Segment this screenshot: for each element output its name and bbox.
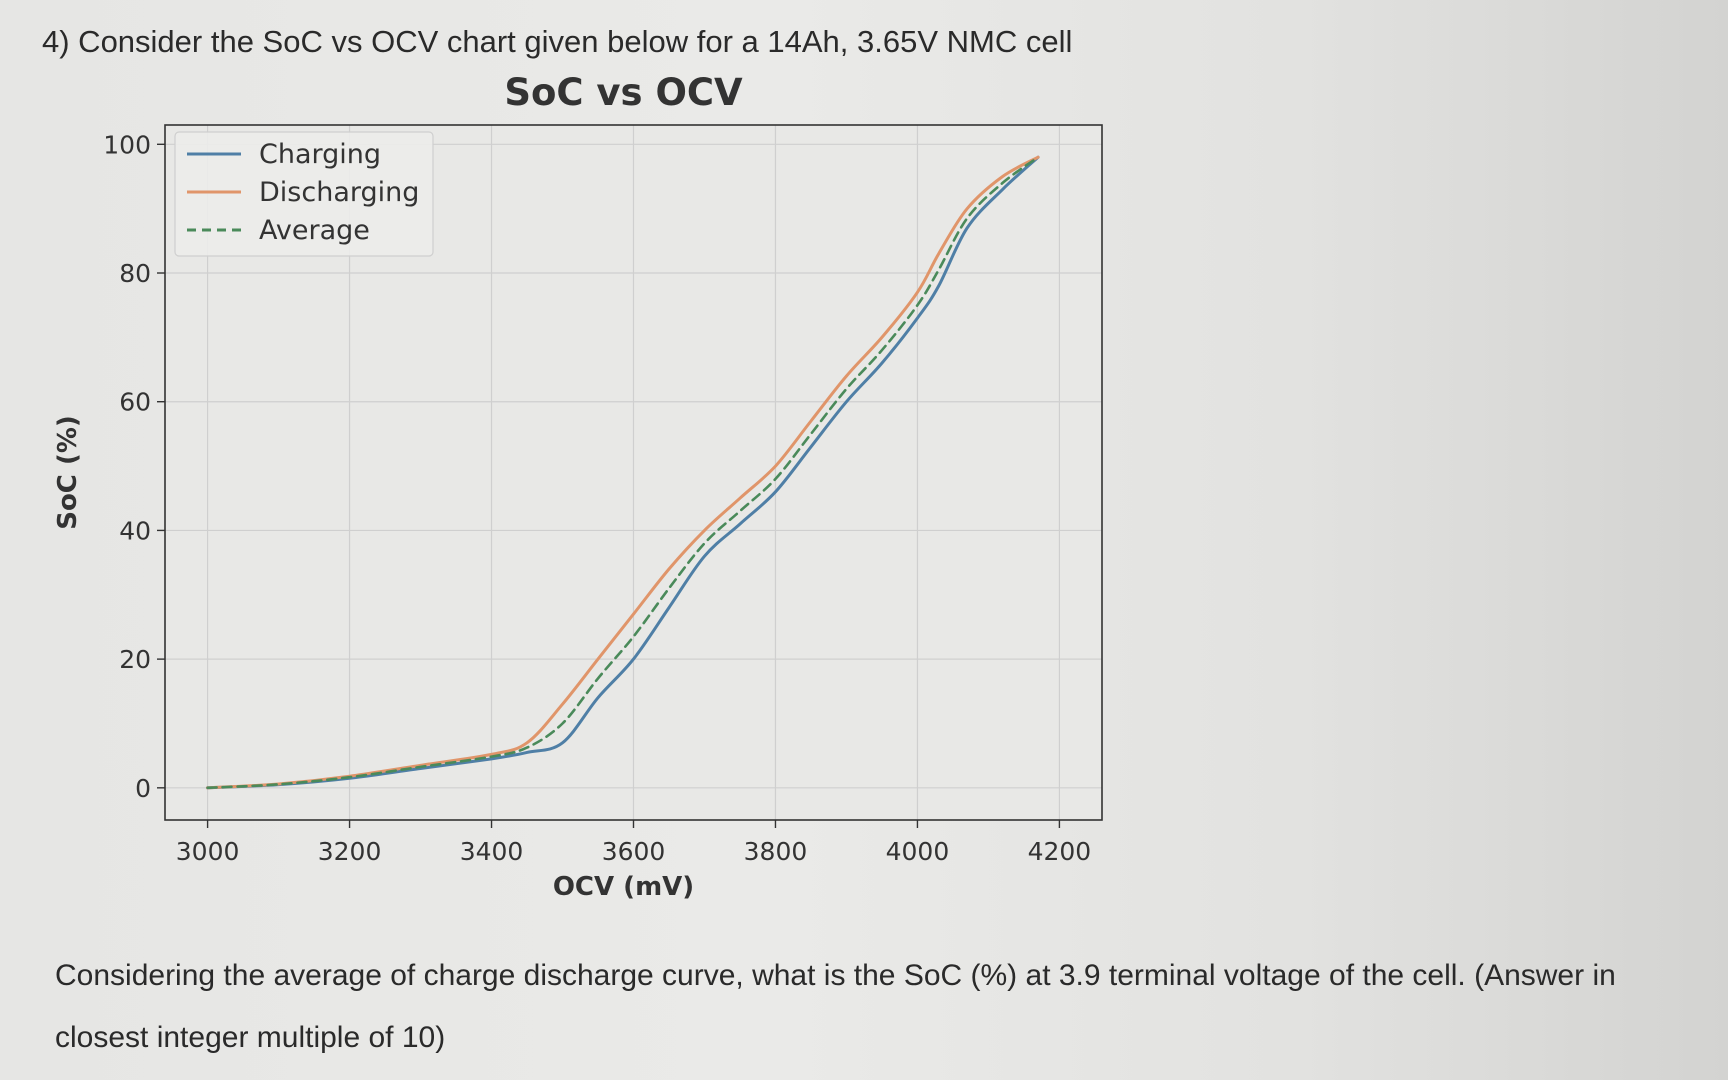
y-tick-label: 60	[119, 388, 151, 417]
x-tick-label: 3800	[744, 837, 808, 866]
y-tick-label: 40	[119, 516, 151, 545]
legend-label-charging: Charging	[259, 139, 381, 170]
question-header: 4) Consider the SoC vs OCV chart given b…	[42, 24, 1073, 59]
axis-ticks: 3000 3200 3400 3600 3800 4000 4200 0 20 40 60 80 100	[103, 130, 1091, 866]
x-axis-label: OCV (mV)	[553, 872, 694, 902]
chart-title: SoC vs OCV	[504, 71, 743, 114]
y-tick-label: 0	[135, 774, 151, 803]
question-body: Considering the average of charge discha…	[55, 959, 1616, 1054]
legend-label-average: Average	[259, 215, 370, 246]
x-tick-label: 3000	[176, 837, 240, 866]
x-tick-label: 3400	[460, 837, 524, 866]
y-tick-label: 100	[103, 130, 151, 159]
series-lines	[206, 155, 1040, 790]
y-axis-label: SoC (%)	[53, 415, 83, 530]
legend-label-discharging: Discharging	[259, 177, 419, 208]
series-line-discharging	[206, 155, 1040, 790]
y-tick-label: 80	[119, 259, 151, 288]
series-line-average	[206, 155, 1040, 790]
legend: Charging Discharging Average	[174, 131, 434, 257]
y-tick-label: 20	[119, 645, 151, 674]
series-line-charging	[206, 155, 1040, 790]
legend-box	[174, 131, 434, 257]
x-tick-label: 3200	[318, 837, 382, 866]
x-tick-label: 3600	[602, 837, 666, 866]
x-tick-label: 4200	[1028, 837, 1092, 866]
x-tick-label: 4000	[886, 837, 950, 866]
